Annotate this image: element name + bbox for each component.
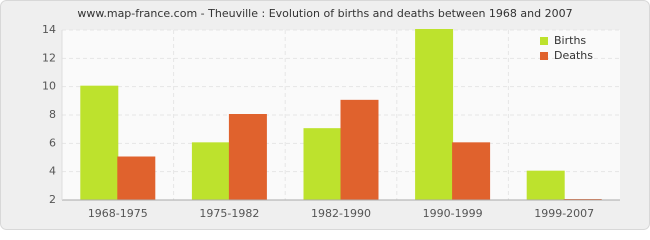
bar <box>80 85 119 201</box>
bar <box>415 29 454 201</box>
y-tick-label: 6 <box>49 136 56 149</box>
bar <box>117 156 156 201</box>
bar <box>526 170 565 201</box>
x-tick-label: 1982-1990 <box>311 207 371 220</box>
y-tick-label: 2 <box>49 193 56 206</box>
bar <box>452 142 491 201</box>
bar <box>303 128 342 201</box>
chart-title: www.map-france.com - Theuville : Evoluti… <box>77 7 572 20</box>
x-tick-label: 1990-1999 <box>423 207 483 220</box>
y-tick-label: 4 <box>49 165 56 178</box>
x-tick-label: 1975-1982 <box>199 207 259 220</box>
y-tick-label: 12 <box>42 51 56 64</box>
legend-swatch <box>540 37 548 45</box>
y-tick-label: 14 <box>42 23 56 36</box>
bar <box>228 114 267 201</box>
x-tick-label: 1968-1975 <box>88 207 148 220</box>
chart: www.map-france.com - Theuville : Evoluti… <box>0 0 650 230</box>
y-tick-label: 8 <box>49 108 56 121</box>
bar <box>191 142 230 201</box>
legend-label: Deaths <box>554 49 593 62</box>
bar <box>340 99 379 201</box>
legend-label: Births <box>554 34 586 47</box>
y-tick-label: 10 <box>42 80 56 93</box>
legend-swatch <box>540 52 548 60</box>
x-tick-label: 1999-2007 <box>534 207 594 220</box>
